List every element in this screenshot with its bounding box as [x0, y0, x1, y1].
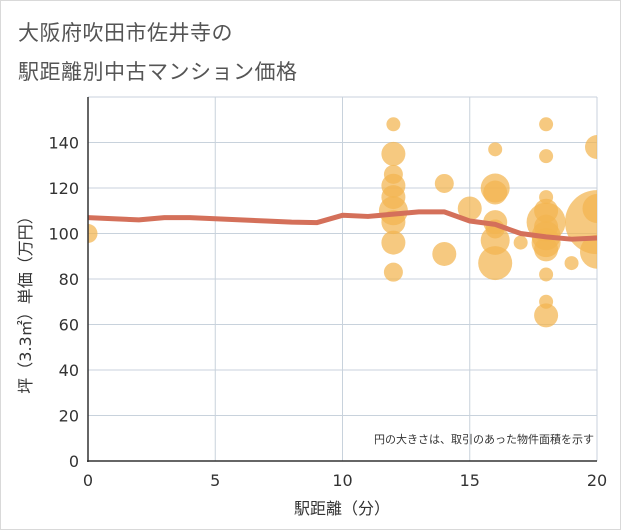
bubble-point — [381, 185, 406, 210]
bubble-point — [539, 294, 554, 309]
x-axis-label: 駅距離（分） — [294, 499, 390, 518]
y-tick-label: 40 — [59, 361, 79, 380]
x-tick-label: 0 — [83, 471, 93, 490]
bubble-point — [564, 256, 579, 271]
y-tick-label: 80 — [59, 270, 79, 289]
y-tick-label: 0 — [69, 452, 79, 471]
y-tick-labels: 0 20 40 60 80 100 120 140 — [48, 134, 79, 472]
bubble-point — [383, 164, 403, 184]
bubble-point — [457, 196, 482, 221]
bubble-point — [488, 142, 503, 157]
x-tick-label: 10 — [332, 471, 352, 490]
bubble-point — [539, 149, 554, 164]
bubble-point — [434, 173, 454, 193]
bubble-point — [539, 267, 554, 282]
y-tick-label: 20 — [59, 407, 79, 426]
gridlines — [88, 96, 598, 461]
bubble-point — [381, 230, 406, 255]
x-tick-label: 5 — [210, 471, 220, 490]
chart-title-line-2: 駅距離別中古マンション価格 — [18, 60, 298, 84]
x-tick-label: 15 — [460, 471, 480, 490]
bubble-point — [582, 193, 597, 223]
bubble-point — [534, 214, 559, 239]
bubble-point — [88, 224, 98, 243]
bubble-point — [539, 190, 554, 205]
size-legend-note: 円の大きさは、取引のあった物件面積を示す — [374, 432, 594, 446]
y-tick-label: 100 — [48, 225, 79, 244]
bubble-point — [534, 303, 559, 328]
trend-line — [88, 209, 597, 242]
trend-line-series — [88, 209, 597, 242]
bubble-point — [539, 117, 554, 132]
bubble-point — [585, 135, 597, 160]
bubble-point — [513, 235, 528, 250]
y-tick-label: 120 — [48, 179, 79, 198]
y-tick-label: 60 — [59, 316, 79, 335]
x-tick-label: 20 — [587, 471, 607, 490]
bubble-point — [478, 246, 513, 281]
bubble-point — [432, 241, 457, 266]
bubble-point — [386, 117, 401, 132]
bubble-point — [381, 141, 406, 166]
bubble-point — [580, 234, 597, 269]
bubble-point — [383, 262, 403, 282]
bubble-series — [88, 117, 597, 328]
chart-title-line-1: 大阪府吹田市佐井寺の — [18, 21, 233, 45]
bubble-point — [534, 237, 559, 262]
y-axis-label: 坪（3.3㎡）単価（万円） — [16, 208, 35, 393]
bubble-point — [483, 180, 508, 205]
x-tick-labels: 0 5 10 15 20 — [83, 471, 607, 490]
y-tick-label: 140 — [48, 134, 79, 153]
